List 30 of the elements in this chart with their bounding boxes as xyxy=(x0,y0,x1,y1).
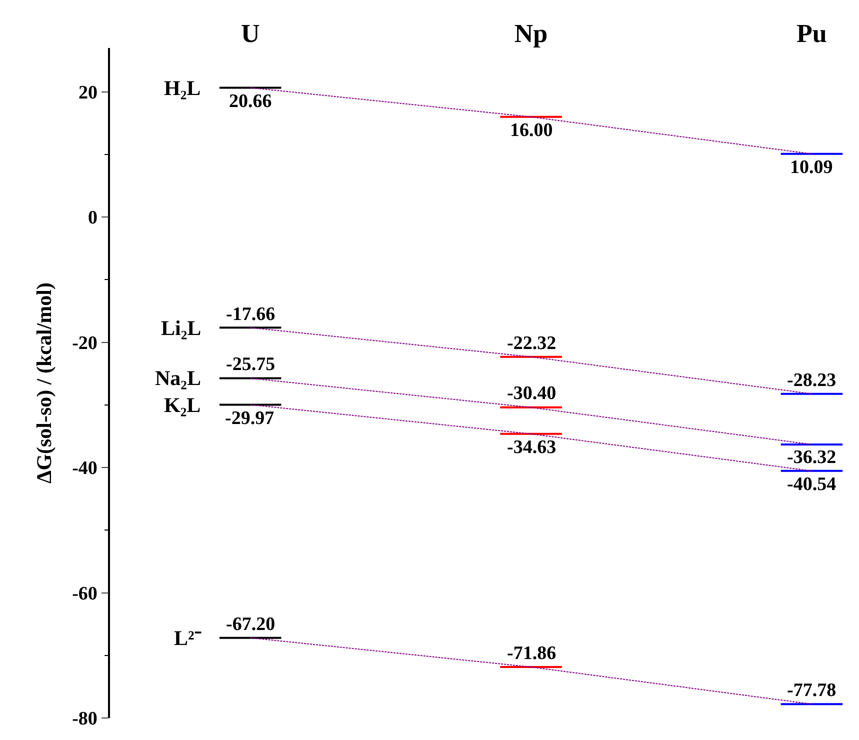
text: Li₂L xyxy=(161,316,202,340)
data-label: -17.66 xyxy=(226,304,276,325)
x-tick-label: Np xyxy=(514,18,548,48)
data-label: -30.40 xyxy=(507,383,556,404)
x-tick-label: Pu xyxy=(796,18,827,48)
data-label: -22.32 xyxy=(507,333,556,354)
data-label: -28.23 xyxy=(787,370,836,391)
y-axis-title: ΔG(sol-so) / (kcal/mol) xyxy=(32,282,56,484)
data-label: -25.75 xyxy=(226,354,276,375)
data-label: -34.63 xyxy=(507,437,556,458)
y-tick-label: 0 xyxy=(88,208,98,229)
text: Na₂L xyxy=(155,366,201,390)
data-label: 10.09 xyxy=(790,157,833,178)
data-label: -77.78 xyxy=(787,680,836,701)
data-label: -40.54 xyxy=(787,474,837,495)
data-label: -36.32 xyxy=(787,447,836,468)
data-label: -71.86 xyxy=(507,643,556,664)
text: K₂L xyxy=(164,393,201,417)
data-label: -29.97 xyxy=(225,408,275,429)
y-tick-label: -40 xyxy=(72,458,98,480)
y-tick-label: -20 xyxy=(72,332,98,354)
text: L²⁻ xyxy=(174,626,202,650)
y-tick-label: -60 xyxy=(72,583,98,604)
data-label: 20.66 xyxy=(229,91,272,112)
y-tick-label: 20 xyxy=(78,82,98,104)
data-label: 16.00 xyxy=(510,120,553,141)
y-tick-label: -80 xyxy=(72,708,98,730)
data-label: -67.20 xyxy=(226,614,276,635)
text: H₂L xyxy=(164,76,201,100)
x-tick-label: U xyxy=(240,18,260,48)
